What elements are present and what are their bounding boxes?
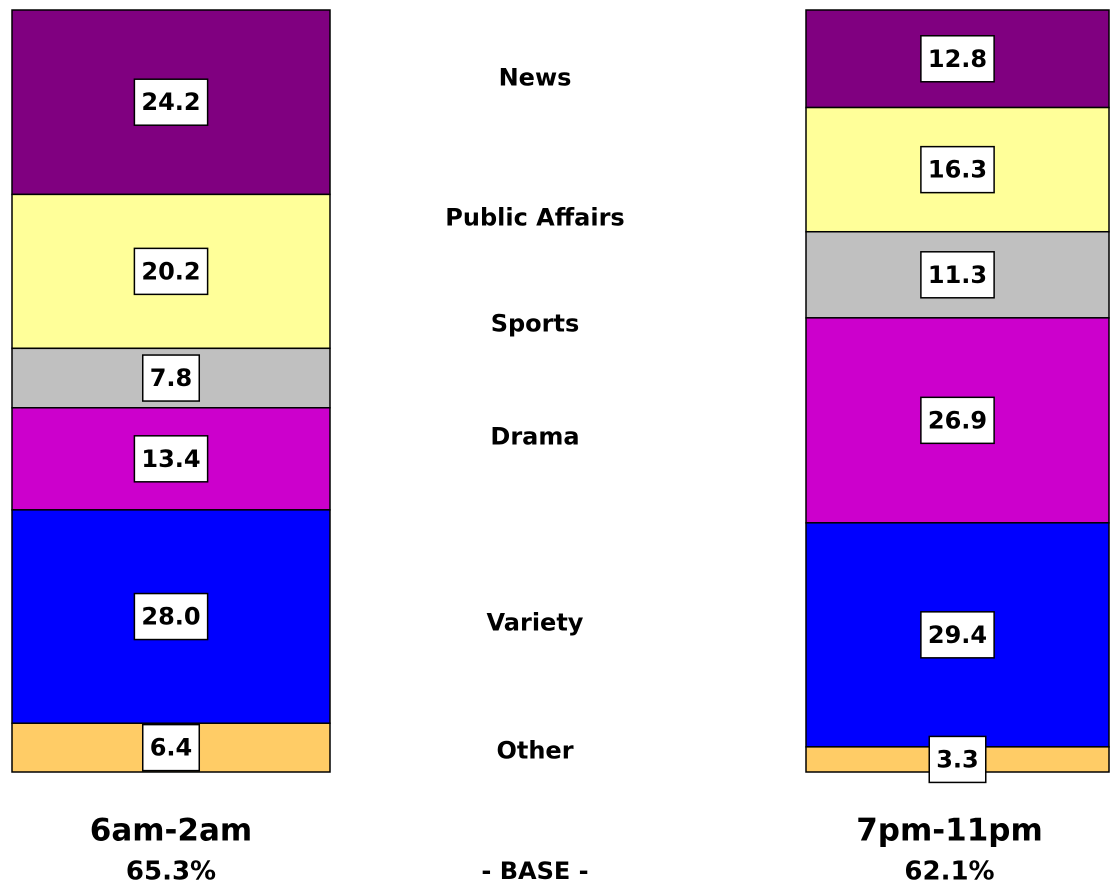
legend-label: News: [499, 63, 572, 91]
value-label: 29.4: [928, 621, 987, 649]
base-label: 62.1%: [904, 857, 994, 887]
value-label-box: [133, 592, 209, 641]
value-label-box: [920, 35, 995, 83]
value-label-box: [920, 611, 995, 659]
value-label: 11.3: [928, 261, 987, 289]
value-label-box: [133, 435, 209, 483]
legend-label: Public Affairs: [445, 204, 624, 232]
value-label-box: [920, 396, 995, 445]
value-label-box: [133, 247, 209, 296]
value-label-box: [141, 723, 201, 772]
value-label-box: [920, 145, 995, 194]
legend-label: Variety: [487, 609, 584, 637]
legend-label: Drama: [490, 423, 579, 451]
value-label: 20.2: [141, 257, 200, 285]
legend-label: Other: [496, 737, 573, 765]
value-label: 16.3: [928, 156, 987, 184]
value-label: 3.3: [936, 745, 979, 773]
value-label: 12.8: [928, 45, 987, 73]
value-label: 24.2: [141, 88, 200, 116]
value-label: 7.8: [150, 364, 193, 392]
value-label-box: [928, 735, 987, 784]
value-label-box: [141, 354, 201, 402]
value-label: 26.9: [928, 406, 987, 434]
value-label-box: [920, 251, 995, 299]
column-label: 7pm-11pm: [856, 813, 1043, 849]
value-label-box: [133, 78, 209, 126]
legend-label: Sports: [491, 309, 580, 337]
column-label: 6am-2am: [90, 813, 252, 849]
value-label: 28.0: [141, 603, 200, 631]
bar-segment: [805, 106, 1110, 233]
base-title: - BASE -: [481, 857, 588, 885]
value-label: 6.4: [150, 734, 193, 762]
value-label: 13.4: [141, 445, 200, 473]
base-label: 65.3%: [126, 857, 216, 887]
